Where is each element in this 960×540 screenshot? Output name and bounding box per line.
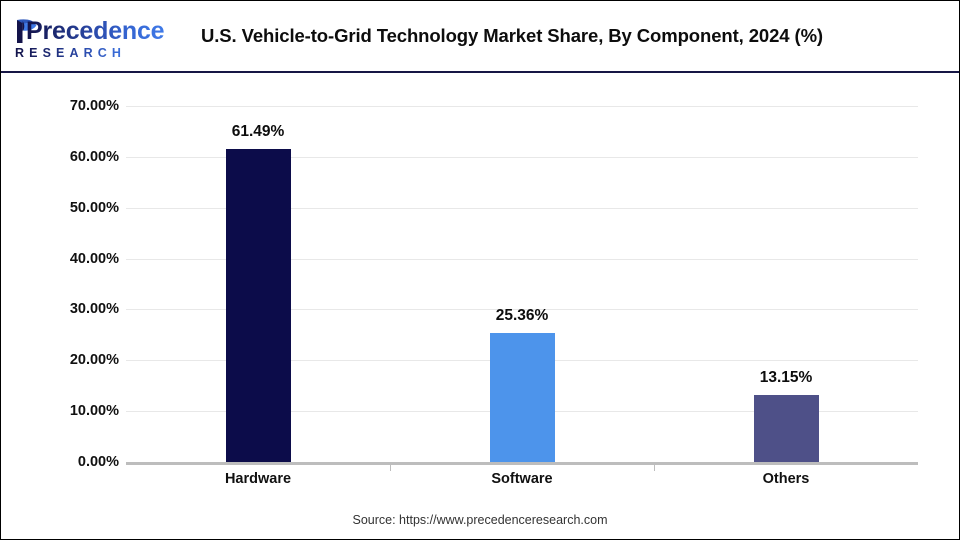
- y-axis-tick-label: 60.00%: [69, 148, 119, 165]
- y-axis-tick-label: 50.00%: [69, 199, 119, 216]
- plot-wrapper: 70.00% 60.00% 50.00% 40.00% 30.00% 20.00% 10.0…: [1, 73, 959, 539]
- x-axis-category-label: Software: [491, 471, 553, 487]
- y-axis-tick-label: 40.00%: [69, 250, 119, 267]
- logo-word-rest: recedence: [42, 17, 165, 45]
- page-title: U.S. Vehicle-to-Grid Technology Market S…: [201, 25, 823, 46]
- x-axis-category-label: Others: [762, 471, 810, 487]
- bar-hardware[interactable]: [225, 149, 291, 462]
- y-axis-tick-label: 10.00%: [69, 403, 119, 420]
- gridline: [126, 258, 918, 260]
- bar-value-label: 61.49%: [231, 123, 285, 141]
- bar-value-label: 25.36%: [495, 307, 549, 325]
- x-axis-category-label: Hardware: [224, 471, 292, 487]
- plot-area: 61.49% 25.36% 13.15%: [126, 106, 918, 463]
- precedence-research-logo: Precedence RESEARCH: [14, 15, 164, 63]
- logo-wordmark: Precedence: [26, 17, 164, 45]
- bar-value-label: 13.15%: [759, 369, 813, 387]
- precedence-leaf-mark: [17, 19, 37, 43]
- logo-word-initial: P: [26, 17, 43, 45]
- y-axis-tick-label: 70.00%: [69, 98, 119, 114]
- source-note: Source: https://www.precedenceresearch.c…: [352, 513, 608, 527]
- y-axis-tick-label: 20.00%: [69, 352, 119, 369]
- x-axis-tick: [390, 465, 391, 471]
- y-axis-labels: 70.00% 60.00% 50.00% 40.00% 30.00% 20.00% 10.0…: [29, 98, 119, 470]
- y-axis-tick-label: 30.00%: [69, 301, 119, 318]
- chart-header: Precedence RESEARCH U.S. Vehicle-to-Grid…: [1, 1, 959, 73]
- x-axis-tick: [654, 465, 655, 471]
- gridline: [126, 106, 918, 107]
- bar-others[interactable]: [753, 395, 819, 462]
- bar-software[interactable]: [489, 333, 555, 462]
- gridline: [126, 207, 918, 209]
- logo-subtitle: RESEARCH: [15, 46, 126, 60]
- x-axis-line: [126, 462, 918, 465]
- gridline: [126, 309, 918, 311]
- y-axis-tick-label: 0.00%: [77, 454, 119, 470]
- gridline: [126, 156, 918, 158]
